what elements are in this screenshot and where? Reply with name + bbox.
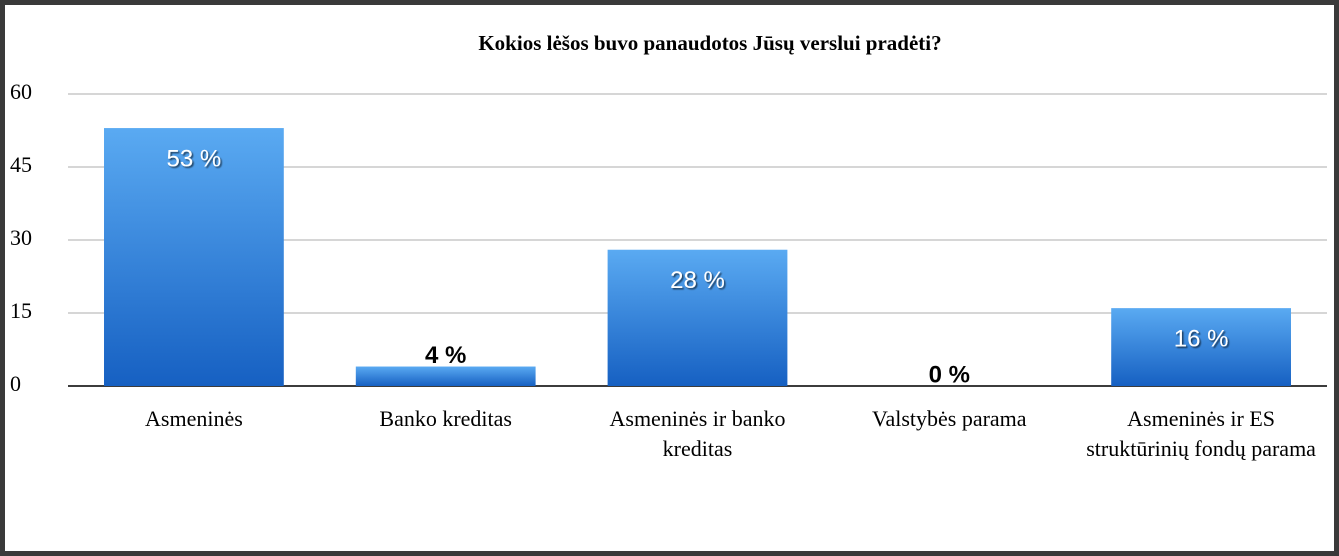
x-tick-label: Asmeninės (145, 406, 243, 431)
y-tick-label: 45 (10, 152, 32, 177)
bar (1111, 308, 1291, 386)
x-tick-label: Asmeninės ir ES struktūrinių fondų param… (1086, 406, 1316, 461)
x-tick-label: Banko kreditas (379, 406, 512, 431)
bar (607, 249, 788, 386)
y-tick-label: 60 (10, 79, 32, 104)
chart-title: Kokios lėšos buvo panaudotos Jūsų verslu… (478, 31, 941, 55)
x-tick-label: Valstybės parama (872, 406, 1027, 431)
y-tick-label: 15 (10, 298, 32, 323)
x-tick-label-box: Valstybės parama (872, 406, 1027, 431)
y-tick-label: 0 (10, 371, 21, 396)
x-tick-label: Asmeninės ir banko kreditas (609, 406, 786, 461)
bar (355, 366, 536, 386)
value-label: 4 % (425, 342, 466, 369)
value-label: 53 % (167, 145, 222, 172)
x-tick-label-box: Banko kreditas (379, 406, 512, 431)
value-label: 0 % (929, 361, 970, 388)
value-label: 28 % (670, 267, 725, 294)
y-tick-label: 30 (10, 225, 32, 250)
x-tick-label-box: Asmeninės ir banko kreditas (609, 406, 786, 461)
x-tick-label-box: Asmeninės (145, 406, 243, 431)
value-label: 16 % (1174, 325, 1229, 352)
x-tick-label-box: Asmeninės ir ES struktūrinių fondų param… (1086, 406, 1316, 461)
bar (104, 128, 284, 387)
